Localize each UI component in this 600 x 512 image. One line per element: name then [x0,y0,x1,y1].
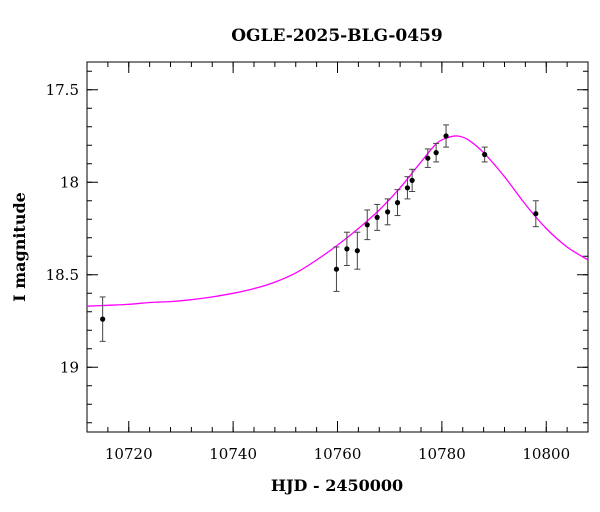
x-tick-label: 10800 [522,445,570,463]
axis-ticks [86,62,589,432]
data-point [409,177,415,183]
y-tick-label: 17.5 [46,81,79,99]
model-curve-group [86,135,589,307]
data-point [443,133,449,139]
x-axis-title: HJD - 2450000 [271,476,403,495]
data-point [374,214,380,220]
y-axis-title: I magnitude [10,192,29,302]
x-tick-label: 10760 [314,445,362,463]
data-point [385,209,391,215]
data-point [100,316,106,322]
model-curve [86,135,589,307]
y-tick-label: 18.5 [46,266,79,284]
data-point [344,246,350,252]
data-point [482,151,488,158]
data-point [394,200,401,206]
y-tick-label: 18 [60,173,79,191]
y-tick-label: 19 [60,358,79,376]
tick-labels: 10720 10740 10760 10780 10800 17.5 18 18.5 19 [46,81,571,463]
data-point [533,211,539,217]
data-point [354,248,360,254]
chart-title: OGLE-2025-BLG-0459 [231,26,443,46]
x-tick-label: 10780 [418,445,466,463]
data-point [404,185,411,191]
data-point [425,155,431,161]
x-tick-label: 10740 [209,445,257,463]
x-tick-label: 10720 [105,445,153,463]
data-point [364,222,370,228]
data-point [433,150,439,156]
data-point [333,266,340,272]
data-points-group [99,124,539,342]
